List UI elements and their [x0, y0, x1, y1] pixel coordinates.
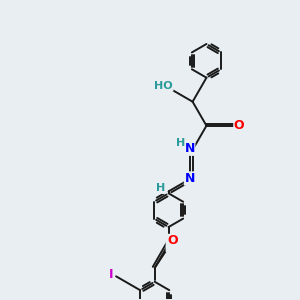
Text: HO: HO [154, 81, 173, 91]
Text: H: H [156, 183, 165, 194]
Text: O: O [166, 238, 177, 251]
Text: O: O [167, 234, 178, 248]
Text: N: N [184, 172, 195, 185]
Text: N: N [184, 142, 195, 155]
Text: H: H [176, 138, 185, 148]
Text: I: I [109, 268, 113, 281]
Text: O: O [234, 119, 244, 132]
